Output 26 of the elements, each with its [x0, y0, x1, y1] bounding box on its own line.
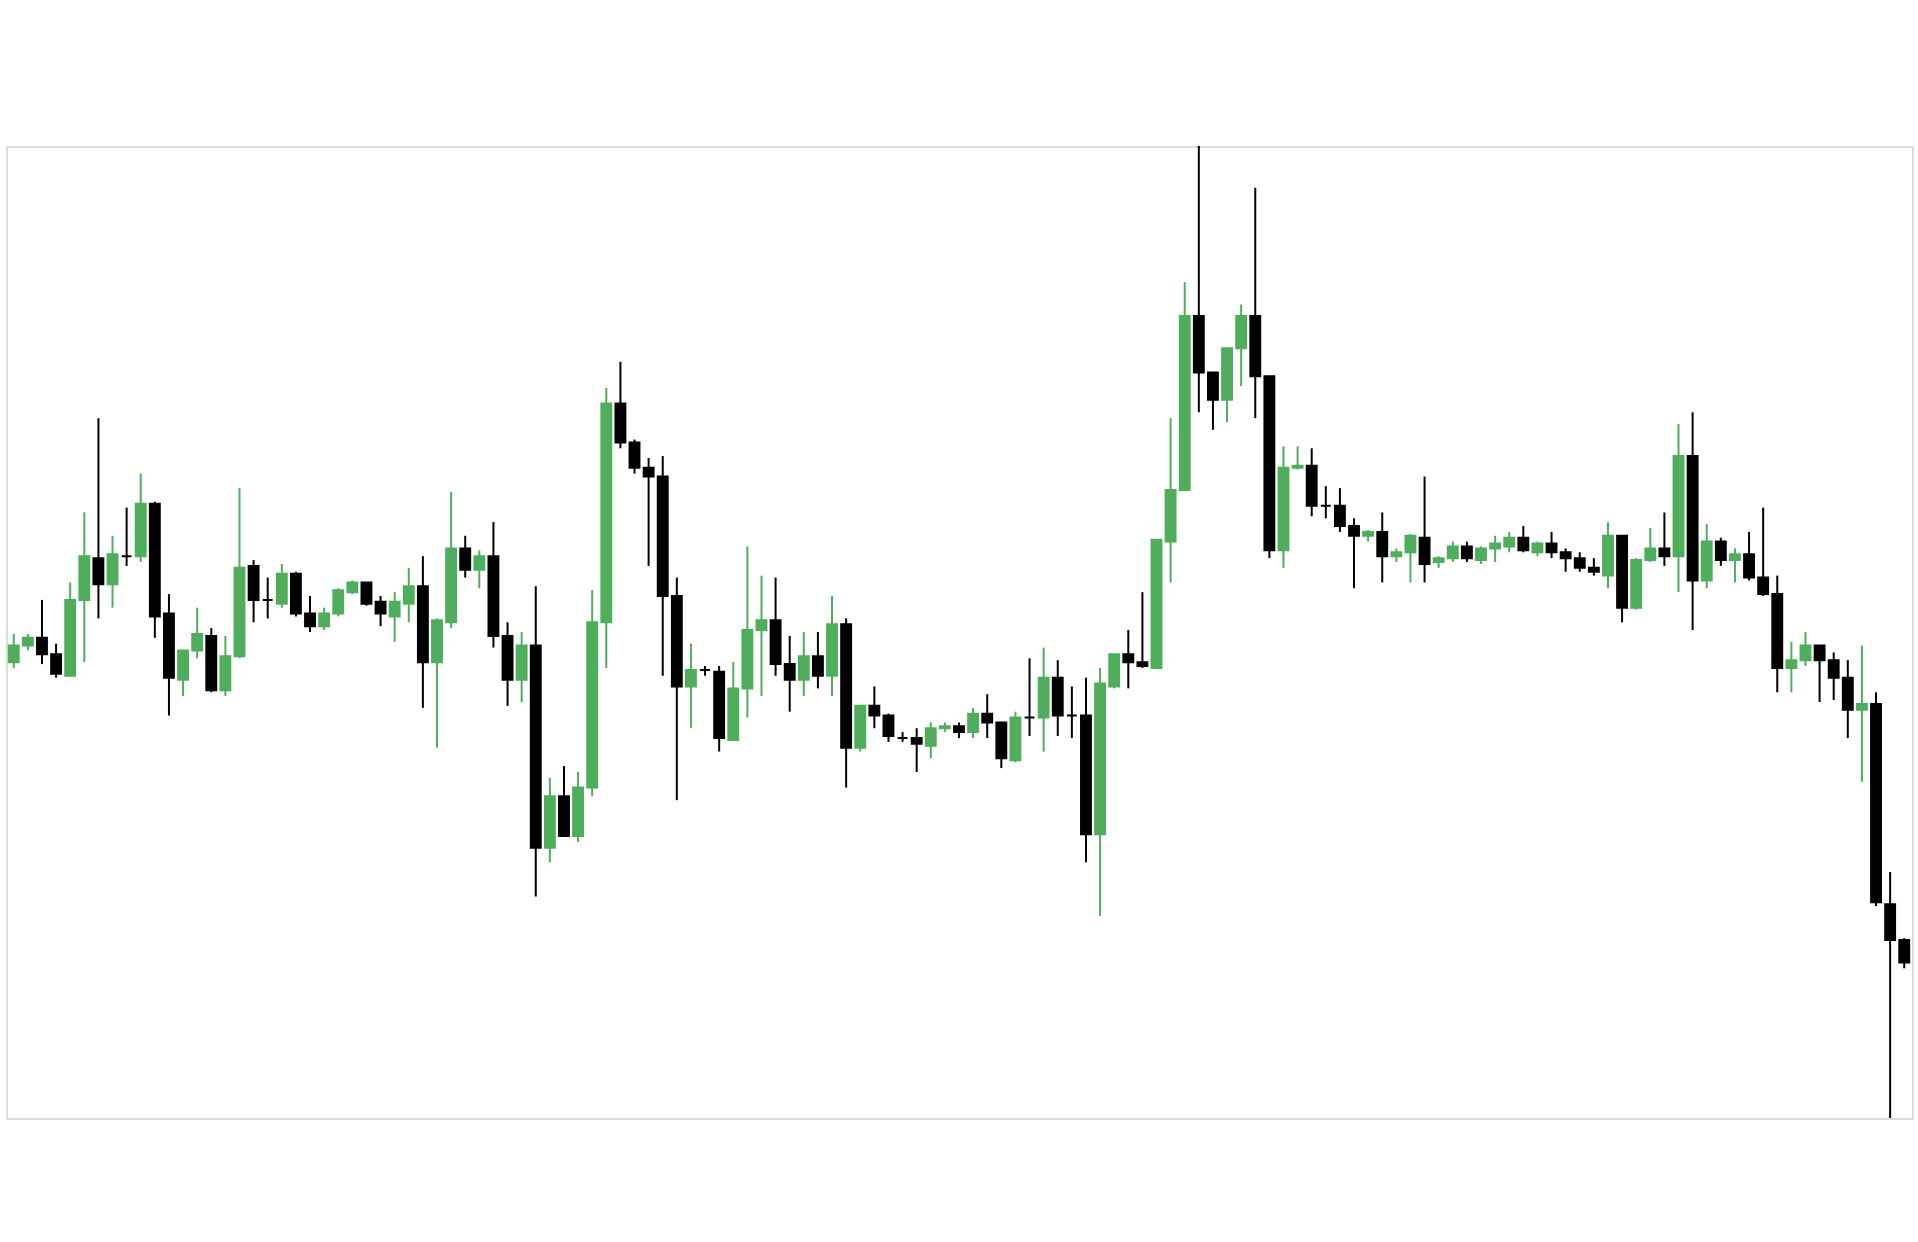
candlestick	[92, 417, 105, 620]
candlestick	[1376, 511, 1389, 584]
candlestick	[120, 506, 133, 567]
candlestick	[1009, 710, 1022, 764]
candlestick	[1714, 536, 1727, 567]
candlestick	[275, 562, 288, 609]
candlestick	[967, 706, 980, 739]
candlestick	[1602, 521, 1614, 590]
candlestick	[1418, 475, 1431, 584]
candlestick	[1855, 644, 1868, 783]
candlestick	[515, 631, 528, 703]
candlestick	[459, 534, 472, 579]
candlestick	[1658, 511, 1671, 567]
candlestick	[1700, 523, 1713, 590]
candlestick	[473, 549, 486, 590]
candlestick	[1023, 657, 1036, 737]
candlestick	[797, 631, 810, 698]
candlestick	[558, 765, 570, 838]
candlestick	[811, 631, 824, 690]
candlestick	[1460, 540, 1473, 564]
candlestick	[1517, 525, 1530, 554]
candlestick	[106, 534, 119, 609]
candlestick	[854, 704, 867, 753]
candlestick	[685, 642, 697, 730]
candlestick	[1037, 646, 1050, 753]
candlestick	[1729, 547, 1741, 584]
